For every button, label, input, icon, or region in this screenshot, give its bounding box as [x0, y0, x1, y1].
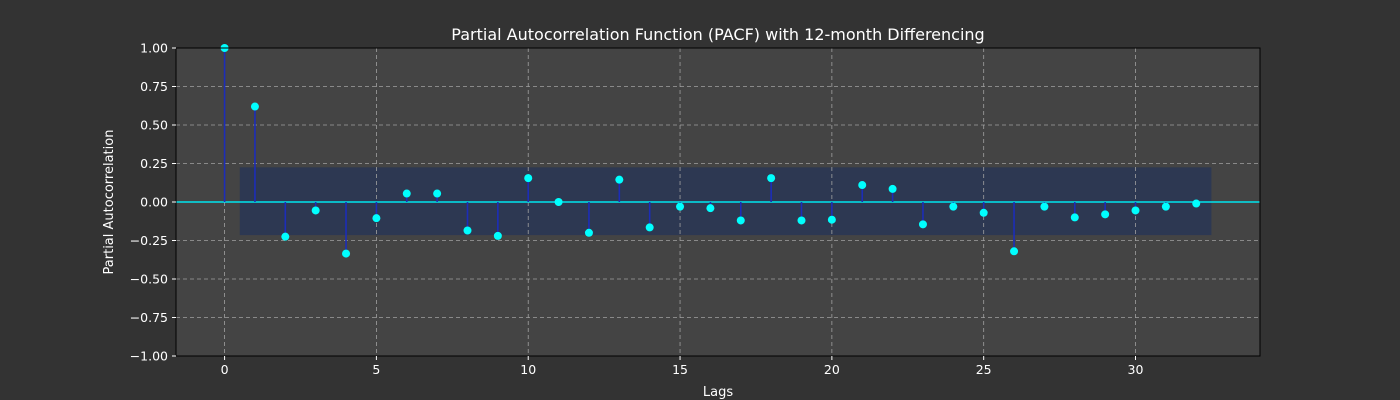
stems-layer: [223, 48, 1198, 254]
pacf-point: [949, 202, 958, 211]
pacf-point: [1161, 202, 1170, 211]
markers-layer: [220, 44, 1201, 258]
pacf-point: [676, 202, 685, 211]
pacf-point: [281, 232, 290, 241]
ticks-layer: 0 5 10 15 20 25 30 −1.00 −0.75 −0.50 −0.25 0.00 0.25…: [130, 41, 1144, 378]
y-tick-label: −0.50: [130, 272, 168, 287]
pacf-point: [858, 181, 867, 190]
pacf-point: [1131, 206, 1140, 215]
y-tick-label: 1.00: [140, 41, 168, 56]
pacf-point: [524, 174, 533, 183]
x-tick-label: 10: [520, 362, 536, 377]
chart-title: Partial Autocorrelation Function (PACF) …: [451, 25, 984, 44]
y-tick-label: 0.25: [140, 156, 168, 171]
pacf-point: [797, 216, 806, 225]
pacf-point: [979, 208, 988, 217]
pacf-point: [554, 198, 563, 206]
pacf-point: [402, 189, 411, 198]
x-tick-label: 0: [221, 362, 229, 377]
pacf-point: [918, 220, 927, 229]
pacf-point: [372, 214, 381, 223]
pacf-point: [827, 215, 836, 224]
pacf-point: [1070, 213, 1079, 222]
pacf-point: [311, 206, 320, 215]
x-tick-label: 25: [976, 362, 992, 377]
pacf-point: [250, 102, 259, 111]
y-tick-label: −0.25: [130, 233, 168, 248]
pacf-point: [584, 228, 593, 237]
x-tick-label: 15: [672, 362, 688, 377]
pacf-point: [736, 216, 745, 225]
pacf-point: [1101, 210, 1110, 219]
pacf-point: [1192, 199, 1201, 208]
pacf-point: [767, 174, 776, 183]
y-tick-label: −0.75: [130, 310, 168, 325]
x-tick-label: 30: [1128, 362, 1144, 377]
pacf-point: [1010, 247, 1019, 256]
pacf-point: [645, 223, 654, 232]
x-tick-label: 20: [824, 362, 840, 377]
y-tick-label: 0.75: [140, 79, 168, 94]
pacf-point: [888, 184, 897, 193]
y-tick-label: 0.00: [140, 195, 168, 210]
pacf-point: [493, 231, 502, 240]
pacf-point: [342, 249, 351, 258]
pacf-point: [615, 175, 624, 184]
pacf-point: [1040, 202, 1049, 211]
y-tick-label: 0.50: [140, 118, 168, 133]
y-tick-label: −1.00: [130, 349, 168, 364]
pacf-point: [463, 226, 472, 235]
pacf-point: [706, 204, 715, 213]
x-axis-label: Lags: [703, 385, 733, 400]
pacf-point: [433, 189, 442, 198]
x-tick-label: 5: [372, 362, 380, 377]
y-axis-label: Partial Autocorrelation: [102, 130, 117, 275]
